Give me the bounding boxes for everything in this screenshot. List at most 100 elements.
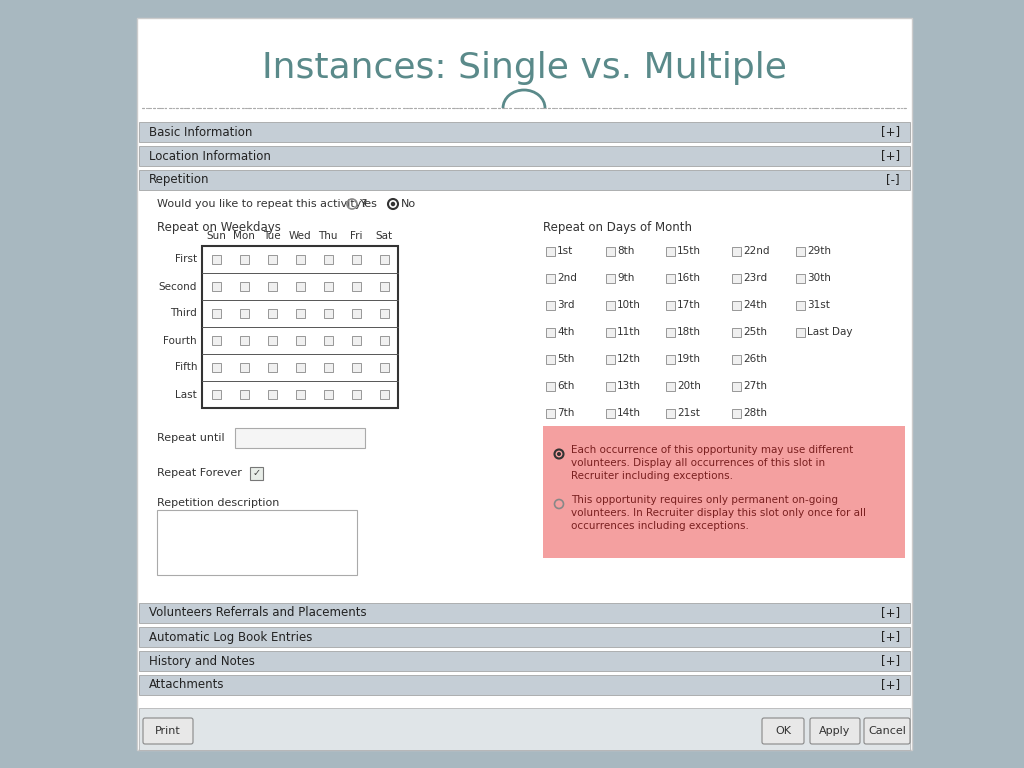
FancyBboxPatch shape	[762, 718, 804, 744]
Text: Sun: Sun	[206, 231, 226, 241]
Text: Volunteers Referrals and Placements: Volunteers Referrals and Placements	[150, 607, 367, 620]
Bar	[546, 355, 555, 363]
Bar	[731, 273, 740, 283]
Bar	[605, 247, 614, 256]
Bar	[605, 409, 614, 418]
Bar	[267, 336, 276, 345]
Bar	[324, 255, 333, 264]
Bar	[240, 255, 249, 264]
Text: Last Day: Last Day	[807, 327, 853, 337]
Bar	[605, 327, 614, 336]
Text: 15th: 15th	[677, 246, 701, 256]
Bar	[666, 409, 675, 418]
Text: 5th: 5th	[557, 354, 574, 364]
Text: [+]: [+]	[881, 678, 900, 691]
Text: Recruiter including exceptions.: Recruiter including exceptions.	[571, 471, 733, 481]
Bar	[324, 390, 333, 399]
Bar	[202, 246, 398, 408]
Text: 23rd: 23rd	[743, 273, 767, 283]
Bar	[380, 309, 388, 318]
Bar	[240, 309, 249, 318]
Text: 2nd: 2nd	[557, 273, 577, 283]
Text: Mon: Mon	[233, 231, 255, 241]
Bar	[351, 255, 360, 264]
Bar	[296, 363, 304, 372]
Bar	[380, 390, 388, 399]
Bar	[351, 390, 360, 399]
Bar	[546, 409, 555, 418]
Text: 20th: 20th	[677, 381, 700, 391]
Bar	[212, 309, 220, 318]
Bar	[796, 327, 805, 336]
Bar	[240, 390, 249, 399]
Text: 30th: 30th	[807, 273, 830, 283]
Bar	[296, 390, 304, 399]
Bar	[731, 355, 740, 363]
Bar	[139, 708, 910, 750]
Text: 28th: 28th	[743, 408, 767, 418]
Text: 3rd: 3rd	[557, 300, 574, 310]
Text: Repeat Forever: Repeat Forever	[157, 468, 242, 478]
Bar	[137, 18, 912, 750]
Text: OK: OK	[775, 726, 791, 736]
Bar	[351, 363, 360, 372]
Bar	[605, 355, 614, 363]
Text: Tue: Tue	[263, 231, 281, 241]
Text: ✓: ✓	[253, 468, 260, 478]
Bar	[796, 300, 805, 310]
Text: 18th: 18th	[677, 327, 701, 337]
Bar	[543, 426, 905, 558]
Text: Wed: Wed	[289, 231, 311, 241]
Bar	[139, 627, 910, 647]
Bar	[296, 255, 304, 264]
Bar	[267, 282, 276, 291]
Bar	[605, 300, 614, 310]
Text: This opportunity requires only permanent on-going: This opportunity requires only permanent…	[571, 495, 838, 505]
Text: Repeat on Weekdays: Repeat on Weekdays	[157, 221, 281, 234]
Text: No: No	[401, 199, 416, 209]
Text: 21st: 21st	[677, 408, 699, 418]
Text: Apply: Apply	[819, 726, 851, 736]
Bar	[731, 409, 740, 418]
Bar	[605, 273, 614, 283]
Bar	[380, 336, 388, 345]
Bar	[267, 390, 276, 399]
Text: [+]: [+]	[881, 125, 900, 138]
Bar	[212, 363, 220, 372]
Text: 16th: 16th	[677, 273, 701, 283]
Text: 25th: 25th	[743, 327, 767, 337]
Bar	[731, 327, 740, 336]
Bar	[380, 255, 388, 264]
Bar	[546, 247, 555, 256]
Text: 9th: 9th	[617, 273, 635, 283]
Bar	[267, 309, 276, 318]
Bar	[731, 300, 740, 310]
Bar	[666, 382, 675, 390]
Text: 31st: 31st	[807, 300, 829, 310]
Bar	[796, 273, 805, 283]
Bar	[296, 282, 304, 291]
Text: 8th: 8th	[617, 246, 635, 256]
Bar	[324, 309, 333, 318]
Bar	[139, 675, 910, 695]
Text: Location Information: Location Information	[150, 150, 271, 163]
Text: 1st: 1st	[557, 246, 573, 256]
Bar	[546, 273, 555, 283]
Text: [+]: [+]	[881, 631, 900, 644]
Text: 13th: 13th	[617, 381, 641, 391]
Bar	[212, 336, 220, 345]
Text: volunteers. Display all occurrences of this slot in: volunteers. Display all occurrences of t…	[571, 458, 825, 468]
Bar	[267, 363, 276, 372]
Text: 19th: 19th	[677, 354, 701, 364]
Text: Yes: Yes	[360, 199, 378, 209]
Bar	[212, 255, 220, 264]
Text: Repetition description: Repetition description	[157, 498, 280, 508]
Text: Print: Print	[155, 726, 181, 736]
FancyBboxPatch shape	[810, 718, 860, 744]
Text: 11th: 11th	[617, 327, 641, 337]
Bar	[546, 382, 555, 390]
Text: occurrences including exceptions.: occurrences including exceptions.	[571, 521, 749, 531]
Bar	[250, 467, 263, 480]
Bar	[666, 327, 675, 336]
Text: Second: Second	[159, 282, 197, 292]
